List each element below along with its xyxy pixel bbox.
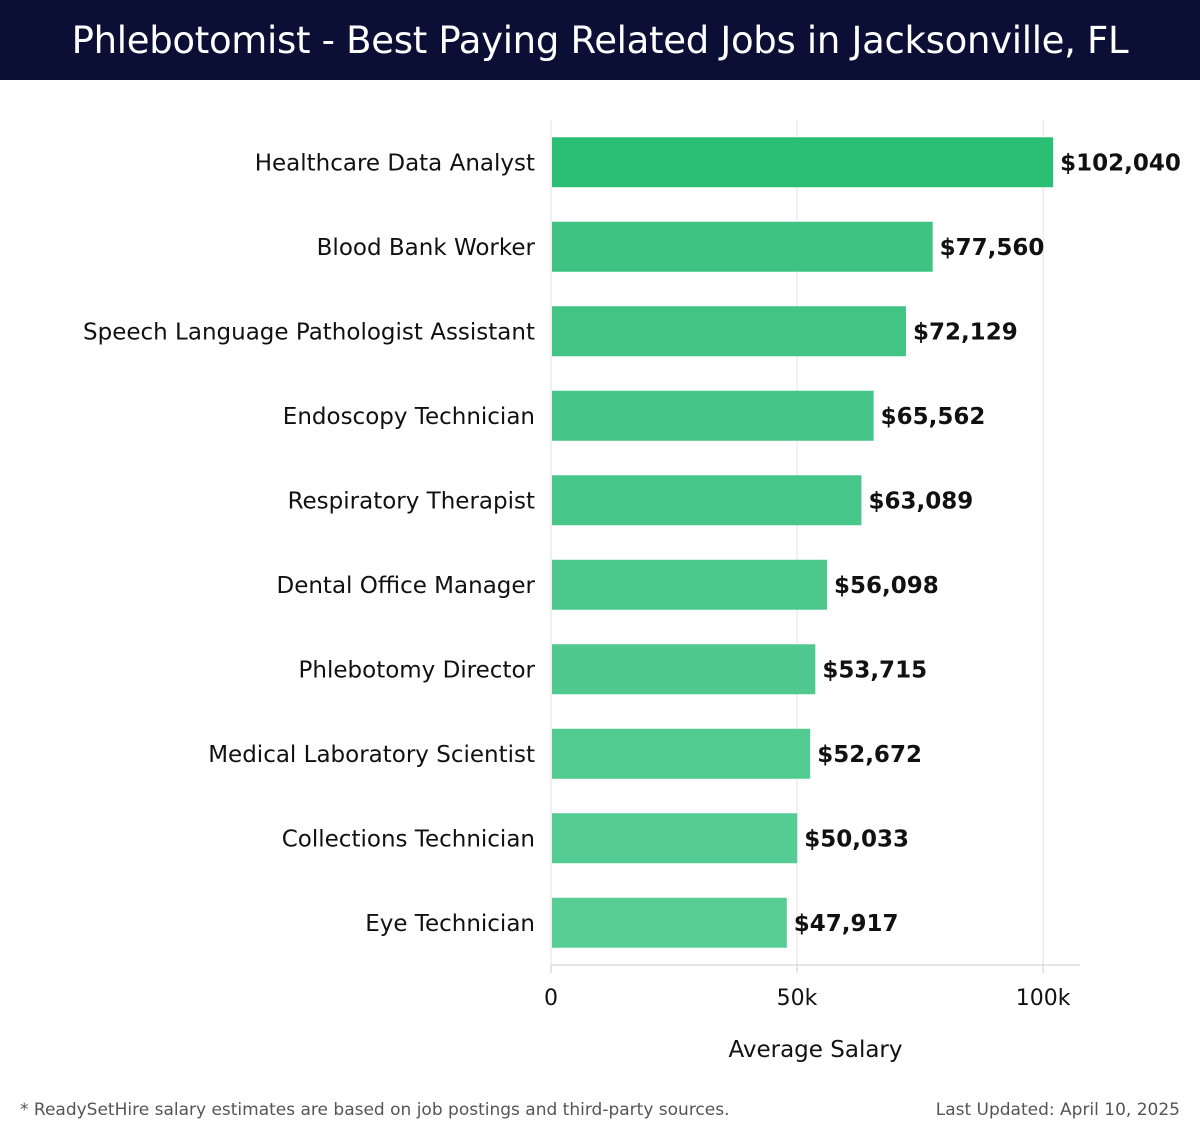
x-axis: 0 50k 100k Average Salary <box>544 964 1080 1063</box>
value-label: $72,129 <box>913 319 1018 345</box>
category-label: Dental Office Manager <box>276 573 535 599</box>
value-label: $50,033 <box>804 826 909 852</box>
bar <box>552 221 933 272</box>
bar <box>552 644 816 695</box>
category-label: Collections Technician <box>282 826 535 852</box>
value-label: $102,040 <box>1060 150 1181 176</box>
value-label: $52,672 <box>817 742 922 768</box>
category-labels: Healthcare Data Analyst Blood Bank Worker… <box>83 150 536 937</box>
bars <box>552 137 1054 948</box>
x-tick-label: 100k <box>1016 986 1071 1011</box>
x-axis-title: Average Salary <box>728 1037 902 1063</box>
bar <box>552 137 1054 188</box>
category-label: Healthcare Data Analyst <box>255 150 535 176</box>
bar <box>552 475 862 526</box>
bar <box>552 559 828 610</box>
bar <box>552 728 811 779</box>
bar <box>552 897 787 948</box>
category-label: Eye Technician <box>365 911 535 937</box>
category-label: Speech Language Pathologist Assistant <box>83 319 535 345</box>
value-label: $56,098 <box>834 573 939 599</box>
value-label: $63,089 <box>868 488 973 514</box>
value-label: $53,715 <box>822 657 927 683</box>
category-label: Blood Bank Worker <box>317 235 536 261</box>
last-updated: Last Updated: April 10, 2025 <box>935 1100 1180 1120</box>
category-label: Phlebotomy Director <box>299 657 536 683</box>
category-label: Respiratory Therapist <box>288 488 535 514</box>
bar <box>552 306 906 357</box>
salary-bar-chart: Healthcare Data Analyst Blood Bank Worker… <box>83 120 1181 1063</box>
bar <box>552 813 798 864</box>
category-label: Endoscopy Technician <box>283 404 535 430</box>
x-tick-label: 0 <box>544 986 558 1011</box>
value-label: $77,560 <box>940 235 1045 261</box>
value-label: $65,562 <box>881 404 986 430</box>
bar <box>552 390 874 441</box>
footer-note: * ReadySetHire salary estimates are base… <box>20 1100 730 1120</box>
x-tick-label: 50k <box>777 986 818 1011</box>
value-label: $47,917 <box>794 911 899 937</box>
category-label: Medical Laboratory Scientist <box>208 742 535 768</box>
chart-title: Phlebotomist - Best Paying Related Jobs … <box>71 18 1129 62</box>
chart-header: Phlebotomist - Best Paying Related Jobs … <box>0 0 1200 80</box>
value-labels: $102,040 $77,560 $72,129 $65,562 $63,089 $56,… <box>794 150 1181 937</box>
